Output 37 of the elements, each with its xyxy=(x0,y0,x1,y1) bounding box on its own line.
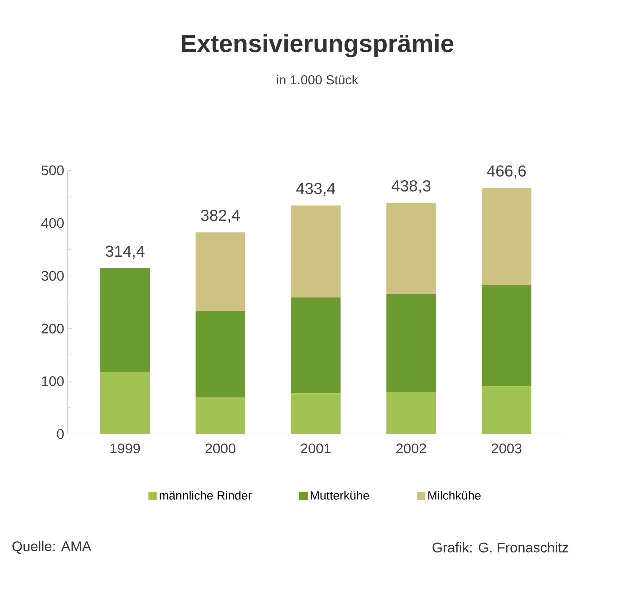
y-tick-label: 400 xyxy=(42,218,64,228)
total-label: 314,4 xyxy=(106,246,145,259)
x-tick-label: 1999 xyxy=(110,444,140,454)
y-tick-label: 0 xyxy=(57,429,64,440)
chart-subtitle: in 1.000 Stück xyxy=(277,75,358,85)
total-label: 382,4 xyxy=(201,210,240,224)
bar xyxy=(386,294,436,392)
bar xyxy=(386,203,436,295)
bar xyxy=(291,394,341,434)
bar xyxy=(482,386,532,434)
bar xyxy=(386,392,436,434)
y-tick-label: 300 xyxy=(42,271,64,282)
total-label: 466,6 xyxy=(487,166,526,179)
source-note: Quelle: AMA xyxy=(12,541,92,554)
bar xyxy=(482,188,532,286)
legend-label: Mutterkühe xyxy=(310,491,370,500)
legend-label: männliche Rinder xyxy=(160,491,252,500)
bar xyxy=(100,268,150,372)
y-tick-label: 500 xyxy=(42,166,64,176)
legend-label: Milchkühe xyxy=(428,491,481,500)
x-tick-label: 2003 xyxy=(492,444,522,454)
x-tick-label: 2002 xyxy=(396,444,426,454)
chart-title: Extensivierungsprämie xyxy=(182,34,454,58)
y-tick-label: 100 xyxy=(42,376,64,386)
bar xyxy=(291,298,341,394)
bar xyxy=(100,372,150,434)
bar xyxy=(196,398,246,434)
x-tick-label: 2000 xyxy=(206,444,236,454)
y-tick-label: 200 xyxy=(42,324,64,334)
bar xyxy=(291,206,341,298)
total-label: 433,4 xyxy=(296,183,336,196)
text: Grafik: G. Fronaschitz xyxy=(432,542,568,553)
x-tick-label: 2001 xyxy=(301,444,331,454)
total-label: 438,3 xyxy=(392,180,431,194)
bar xyxy=(196,232,246,312)
bar xyxy=(196,311,246,398)
bar xyxy=(482,286,532,387)
